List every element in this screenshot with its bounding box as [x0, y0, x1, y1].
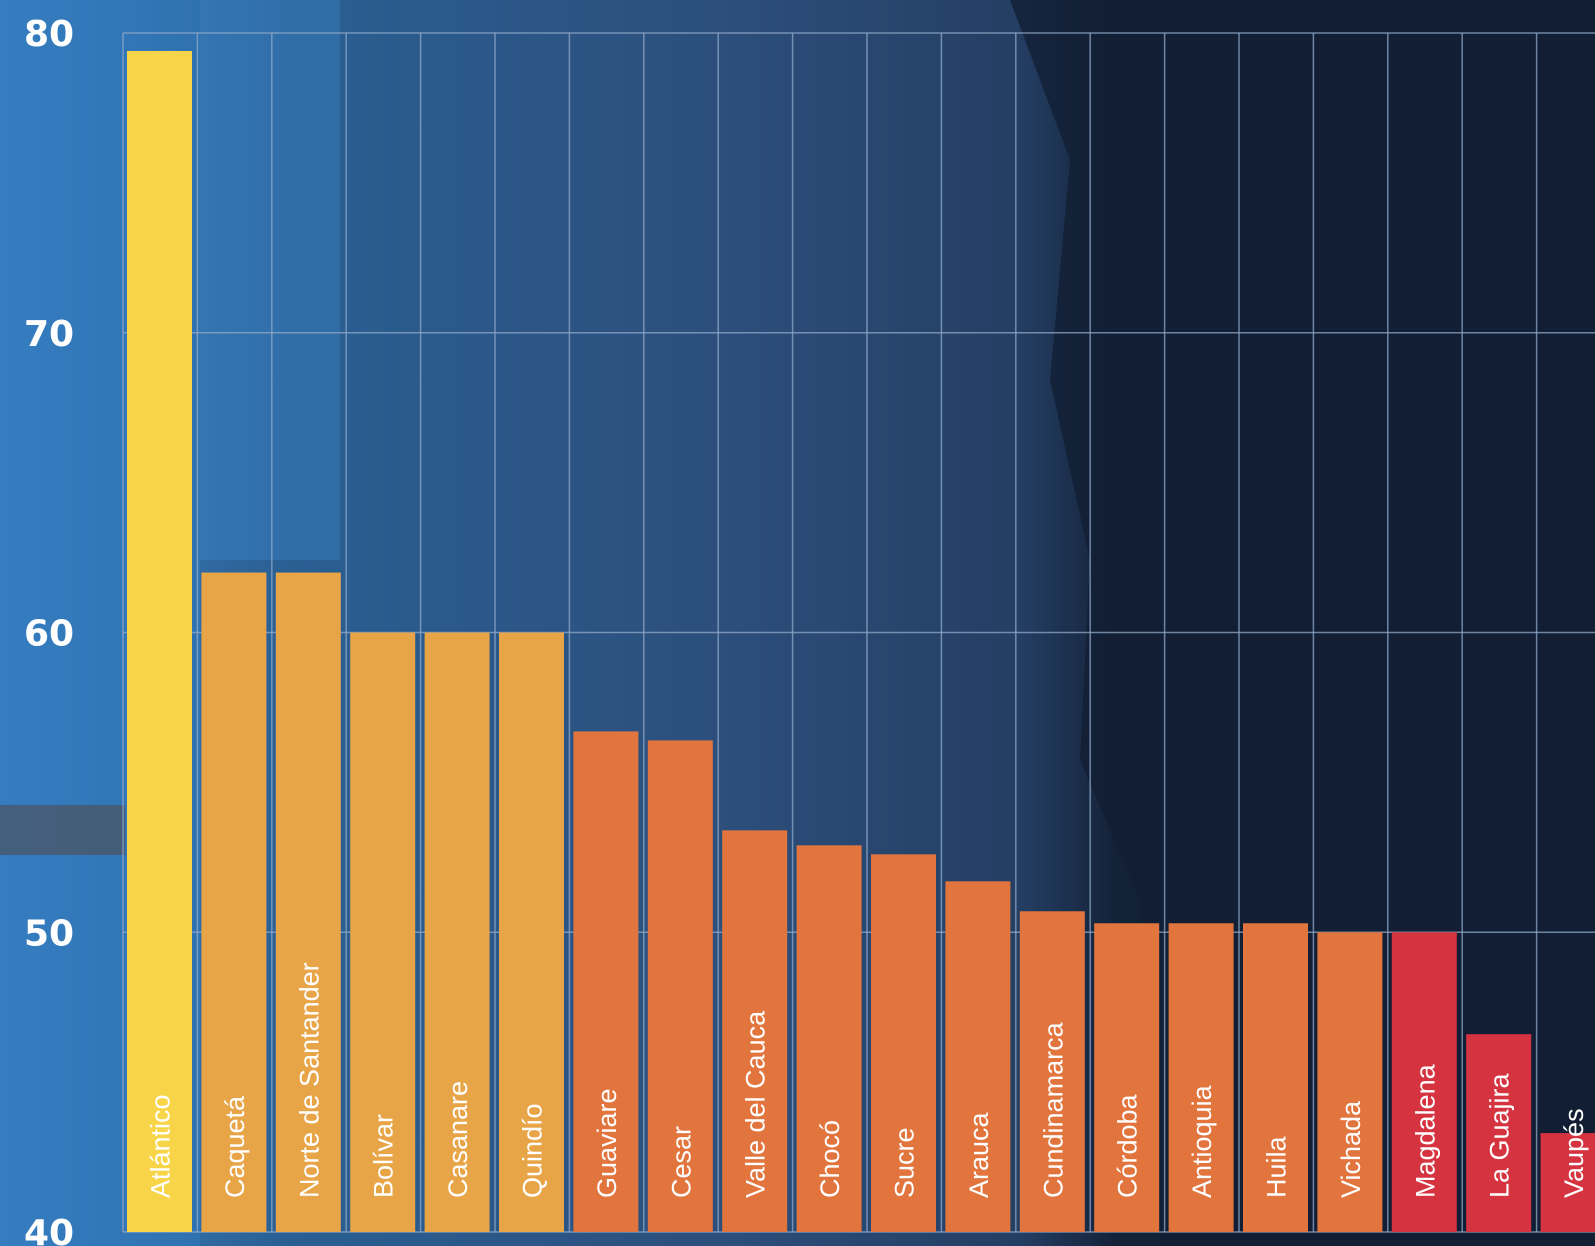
- bar-label-16: Vichada: [1336, 1100, 1366, 1198]
- bar-7: [647, 740, 713, 1232]
- bar-label-8: Valle del Cauca: [741, 1010, 771, 1198]
- bar-0: [127, 50, 192, 1233]
- bar-10: [871, 854, 936, 1232]
- y-tick-label-40: 40: [24, 1213, 74, 1246]
- bar-label-5: Quindío: [518, 1103, 548, 1198]
- bar-label-11: Arauca: [964, 1111, 994, 1198]
- y-tick-label-70: 70: [24, 314, 74, 355]
- bar-label-4: Casanare: [443, 1081, 473, 1198]
- bar-5: [499, 632, 564, 1232]
- y-tick-label-80: 80: [24, 14, 74, 55]
- bar-label-0: Atlántico: [146, 1094, 176, 1198]
- bar-label-6: Guaviare: [592, 1088, 622, 1198]
- bar-18: [1466, 1034, 1532, 1232]
- bars: [127, 50, 1595, 1233]
- bar-13: [1094, 923, 1160, 1232]
- bar-label-3: Bolívar: [369, 1114, 399, 1198]
- bar-label-17: Magdalena: [1410, 1063, 1440, 1198]
- bar-label-9: Chocó: [815, 1120, 845, 1198]
- bar-label-2: Norte de Santander: [294, 962, 324, 1198]
- bar-12: [1019, 911, 1085, 1232]
- bar-4: [424, 632, 490, 1232]
- bar-1: [201, 572, 267, 1232]
- bar-label-1: Caquetá: [220, 1095, 250, 1198]
- y-axis-ticks: 40 50 60 70 80: [24, 14, 74, 1246]
- bar-14: [1168, 923, 1234, 1232]
- bar-label-7: Cesar: [666, 1126, 696, 1198]
- bar-label-18: La Guajira: [1485, 1072, 1515, 1198]
- bar-11: [945, 881, 1011, 1232]
- bar-19: [1540, 1133, 1595, 1232]
- bar-3: [350, 632, 416, 1232]
- bar-6: [573, 731, 639, 1232]
- bar-8: [722, 830, 788, 1232]
- bar-9: [796, 845, 862, 1232]
- y-tick-label-50: 50: [24, 913, 74, 954]
- bar-15: [1243, 923, 1308, 1232]
- bar-16: [1317, 932, 1383, 1232]
- bar-label-15: Huila: [1262, 1135, 1292, 1198]
- y-tick-label-60: 60: [24, 614, 74, 655]
- bar-label-13: Córdoba: [1113, 1093, 1143, 1198]
- bar-label-10: Sucre: [890, 1127, 920, 1198]
- bar-label-14: Antioquia: [1187, 1084, 1217, 1198]
- bar-label-12: Cundinamarca: [1038, 1021, 1068, 1198]
- bar-label-19: Vaupés: [1559, 1108, 1589, 1198]
- bar-2: [275, 572, 341, 1232]
- bar-labels: Atlántico Caquetá Norte de Santander Bolíva…: [146, 962, 1590, 1198]
- bar-17: [1391, 932, 1457, 1232]
